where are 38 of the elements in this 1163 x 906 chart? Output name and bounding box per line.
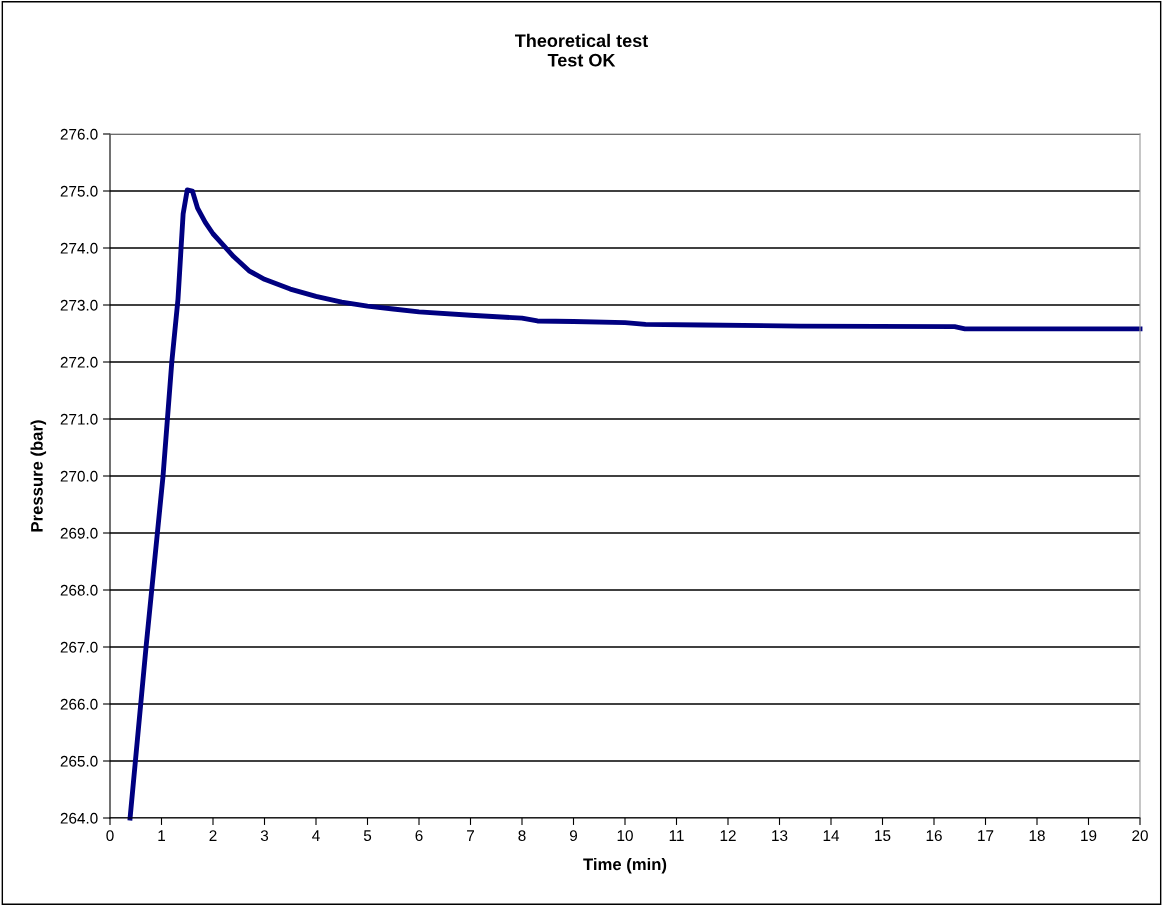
chart-title: Theoretical test Test OK	[514, 33, 649, 67]
y-tick-label: 264.0	[60, 812, 98, 824]
y-tick-label: 274.0	[60, 242, 98, 254]
x-axis-title: Time (min)	[583, 857, 667, 874]
y-tick-label: 275.0	[60, 185, 98, 197]
x-tick-label: 12	[720, 830, 736, 841]
x-tick-label: 7	[467, 830, 474, 841]
x-tick-label: 10	[617, 830, 633, 842]
x-tick-label: 20	[1132, 830, 1148, 842]
x-tick-label: 2	[209, 830, 217, 841]
x-tick-label: 3	[260, 830, 269, 842]
x-tick-label: 0	[106, 830, 114, 842]
y-tick-label: 265.0	[60, 755, 98, 767]
x-tick-label: 13	[772, 830, 788, 842]
x-tick-label: 15	[875, 830, 891, 842]
y-tick-label: 269.0	[60, 527, 98, 539]
x-tick-label: 9	[569, 830, 578, 842]
x-tick-label: 17	[978, 830, 994, 841]
x-tick-label: 4	[312, 830, 320, 841]
x-tick-label: 16	[926, 830, 942, 842]
y-tick-label: 272.0	[60, 356, 98, 368]
x-tick-label: 8	[518, 830, 526, 842]
y-tick-label: 270.0	[60, 470, 98, 482]
x-tick-label: 6	[415, 830, 423, 842]
y-tick-label: 276.0	[60, 128, 98, 140]
y-axis-title: Pressure (bar)	[30, 420, 47, 532]
x-tick-label: 11	[669, 830, 684, 841]
x-tick-label: 18	[1029, 830, 1045, 842]
x-tick-label: 5	[363, 830, 372, 842]
y-tick-label: 267.0	[60, 641, 98, 653]
y-tick-label: 271.0	[60, 413, 98, 425]
line-series	[127, 187, 1143, 821]
y-tick-label: 273.0	[60, 299, 98, 311]
y-tick-label: 268.0	[60, 584, 98, 596]
x-tick-label: 14	[823, 830, 840, 841]
x-tick-label: 19	[1081, 830, 1097, 842]
y-tick-label: 266.0	[60, 698, 98, 710]
x-tick-label: 1	[158, 830, 165, 841]
